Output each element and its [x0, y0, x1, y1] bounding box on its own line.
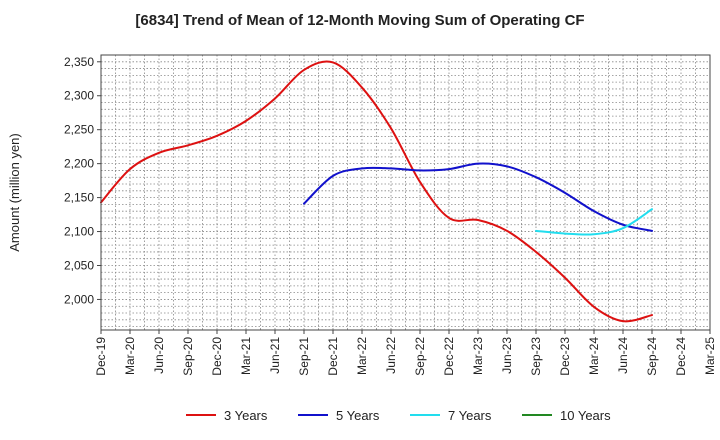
x-tick-label: Mar-24	[587, 337, 601, 375]
y-tick-label: 2,150	[64, 191, 94, 205]
series-7-years	[535, 208, 653, 236]
x-tick-label: Sep-21	[297, 337, 311, 376]
legend-label-7-years: 7 Years	[448, 408, 492, 423]
series-3-years	[100, 60, 653, 323]
y-tick-label: 2,300	[64, 89, 94, 103]
legend-label-5-years: 5 Years	[336, 408, 380, 423]
series-5-years	[303, 162, 653, 232]
x-tick-label: Dec-19	[94, 337, 108, 376]
axes: 2,000 2,050 2,100 2,150 2,200 2,250 2,300 2,350…	[64, 55, 717, 376]
x-tick-label: Sep-24	[645, 337, 659, 376]
x-tick-label: Dec-23	[558, 337, 572, 376]
legend-item-3-years: 3 Years	[186, 408, 268, 423]
legend-item-10-years: 10 Years	[522, 408, 611, 423]
legend-label-10-years: 10 Years	[560, 408, 611, 423]
x-tick-label: Dec-20	[210, 337, 224, 376]
chart-title: [6834] Trend of Mean of 12-Month Moving …	[135, 12, 585, 29]
x-tick-label: Mar-20	[123, 337, 137, 375]
x-tick-label: Dec-22	[442, 337, 456, 376]
plot-border	[100, 54, 711, 331]
x-tick-label: Sep-23	[529, 337, 543, 376]
x-tick-label: Mar-22	[355, 337, 369, 375]
series-line-3-years	[100, 60, 653, 323]
legend-label-3-years: 3 Years	[224, 408, 268, 423]
x-tick-label: Jun-21	[268, 337, 282, 374]
legend: 3 Years 5 Years 7 Years 10 Years	[186, 408, 611, 423]
y-tick-label: 2,350	[64, 55, 94, 69]
x-tick-label: Jun-24	[616, 337, 630, 374]
legend-item-5-years: 5 Years	[298, 408, 380, 423]
legend-item-7-years: 7 Years	[410, 408, 492, 423]
x-tick-label: Jun-20	[152, 337, 166, 374]
x-tick-label: Mar-25	[703, 337, 717, 375]
y-tick-label: 2,100	[64, 225, 94, 239]
x-tick-label: Dec-24	[674, 337, 688, 376]
x-tick-label: Sep-22	[413, 337, 427, 376]
x-tick-label: Dec-21	[326, 337, 340, 376]
y-axis-title: Amount (million yen)	[7, 133, 22, 252]
x-tick-label: Mar-21	[239, 337, 253, 375]
y-tick-label: 2,200	[64, 157, 94, 171]
x-tick-label: Sep-20	[181, 337, 195, 376]
x-tick-label: Mar-23	[471, 337, 485, 375]
x-tick-label: Jun-22	[384, 337, 398, 374]
y-tick-label: 2,050	[64, 258, 94, 272]
x-tick-label: Jun-23	[500, 337, 514, 374]
y-tick-label: 2,000	[64, 292, 94, 306]
y-tick-label: 2,250	[64, 123, 94, 137]
series-lines	[100, 60, 653, 323]
